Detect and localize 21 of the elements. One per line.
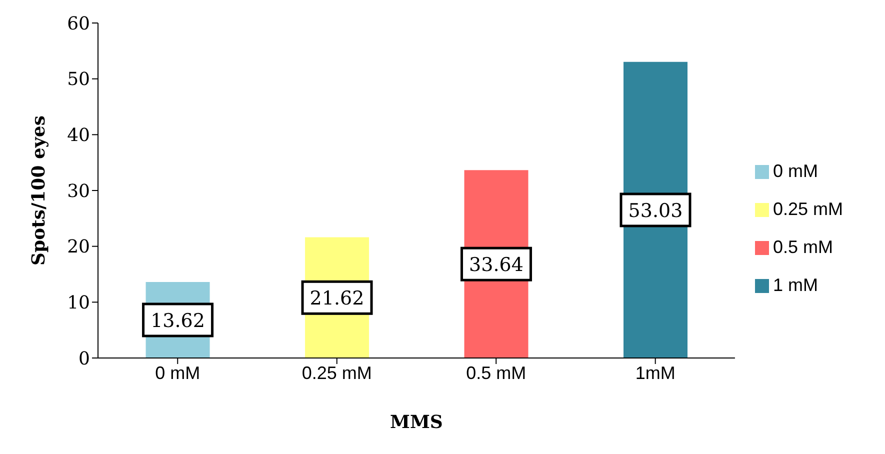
y-tick-label: 60 xyxy=(67,13,90,34)
legend-label: 0 mM xyxy=(772,161,818,181)
data-label: 53.03 xyxy=(628,200,683,222)
x-tick-label: 0.25 mM xyxy=(302,362,372,383)
legend-label: 0.5 mM xyxy=(772,237,833,257)
data-label: 13.62 xyxy=(150,310,205,332)
y-tick-label: 10 xyxy=(67,292,90,314)
x-tick-label: 0 mM xyxy=(155,362,200,383)
y-tick-label: 30 xyxy=(67,180,90,202)
data-label: 21.62 xyxy=(310,288,364,310)
y-tick-label: 0 xyxy=(78,348,90,370)
legend-label: 0.25 mM xyxy=(772,199,843,219)
y-tick-label: 50 xyxy=(67,69,90,90)
data-label: 33.64 xyxy=(469,254,524,276)
x-tick-label: 0.5 mM xyxy=(466,362,526,383)
y-axis-title: Spots/100 eyes xyxy=(28,116,50,266)
y-tick-label: 20 xyxy=(67,236,90,258)
x-axis-title: MMS xyxy=(390,412,443,433)
y-tick-label: 40 xyxy=(67,125,90,146)
legend-label: 1 mM xyxy=(772,275,818,295)
x-tick-label: 1mM xyxy=(635,362,676,383)
